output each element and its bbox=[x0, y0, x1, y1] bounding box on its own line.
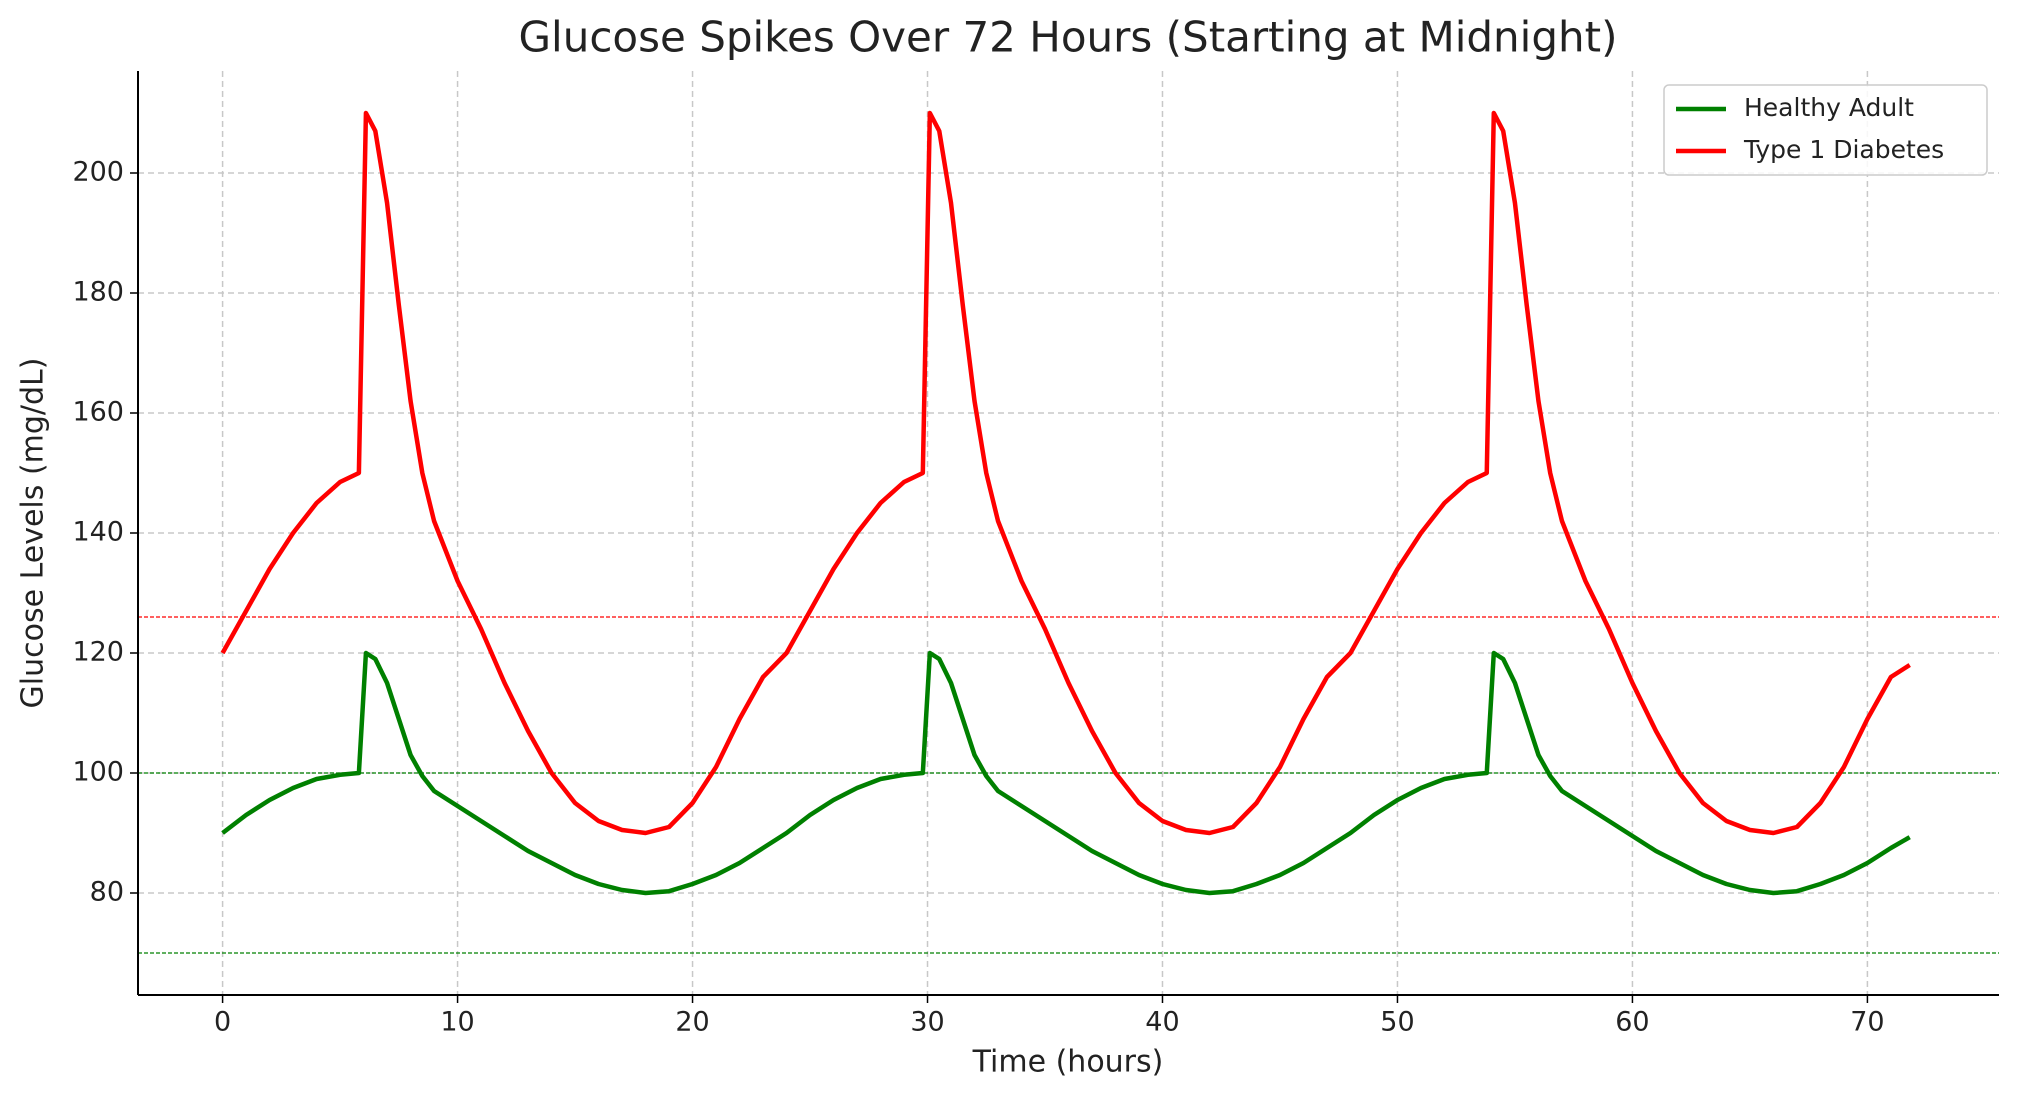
chart-title: Glucose Spikes Over 72 Hours (Starting a… bbox=[519, 13, 1618, 62]
legend-label: Type 1 Diabetes bbox=[1743, 135, 1944, 164]
series-line bbox=[221, 650, 1911, 896]
x-tick-label: 60 bbox=[1615, 1007, 1649, 1038]
legend-label: Healthy Adult bbox=[1744, 93, 1914, 122]
y-tick-label: 100 bbox=[72, 757, 124, 788]
y-tick-label: 80 bbox=[90, 877, 124, 908]
legend-box bbox=[1663, 84, 1988, 176]
y-tick-label: 160 bbox=[72, 397, 124, 428]
x-tick-label: 10 bbox=[440, 1007, 474, 1038]
x-tick-label: 20 bbox=[675, 1007, 709, 1038]
x-tick-label: 70 bbox=[1850, 1007, 1884, 1038]
x-tick-label: 40 bbox=[1145, 1007, 1179, 1038]
y-tick-label: 120 bbox=[72, 637, 124, 668]
x-tick-label: 50 bbox=[1380, 1007, 1414, 1038]
x-tick-label: 30 bbox=[910, 1007, 944, 1038]
y-axis-label: Glucose Levels (mg/dL) bbox=[16, 358, 51, 709]
y-tick-label: 180 bbox=[72, 277, 124, 308]
x-tick-label: 0 bbox=[214, 1007, 231, 1038]
y-tick-label: 140 bbox=[72, 517, 124, 548]
x-axis-label: Time (hours) bbox=[972, 1045, 1164, 1080]
series-line bbox=[220, 110, 1911, 836]
y-tick-label: 200 bbox=[72, 157, 124, 188]
